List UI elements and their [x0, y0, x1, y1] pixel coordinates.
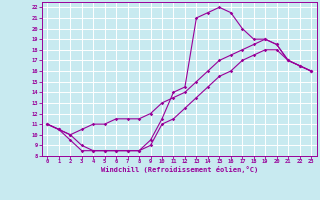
X-axis label: Windchill (Refroidissement éolien,°C): Windchill (Refroidissement éolien,°C) — [100, 166, 258, 173]
